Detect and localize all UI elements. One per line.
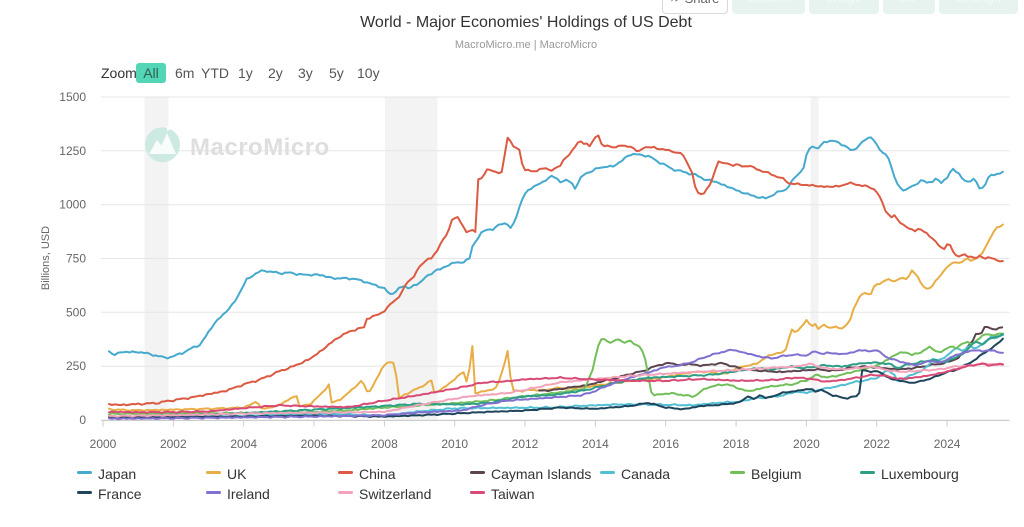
svg-text:1000: 1000 bbox=[59, 198, 86, 212]
svg-text:2006: 2006 bbox=[301, 437, 328, 451]
svg-text:2010: 2010 bbox=[441, 437, 468, 451]
svg-text:1250: 1250 bbox=[59, 144, 86, 158]
svg-text:2022: 2022 bbox=[863, 437, 890, 451]
svg-text:1500: 1500 bbox=[59, 90, 86, 104]
svg-text:750: 750 bbox=[66, 252, 86, 266]
svg-text:2012: 2012 bbox=[512, 437, 539, 451]
svg-text:2024: 2024 bbox=[934, 437, 961, 451]
svg-text:2004: 2004 bbox=[230, 437, 257, 451]
svg-text:2008: 2008 bbox=[371, 437, 398, 451]
svg-text:500: 500 bbox=[66, 305, 86, 319]
svg-text:0: 0 bbox=[79, 413, 86, 427]
svg-text:2016: 2016 bbox=[652, 437, 679, 451]
svg-text:2014: 2014 bbox=[582, 437, 609, 451]
svg-text:MacroMicro: MacroMicro bbox=[190, 134, 330, 161]
svg-text:2000: 2000 bbox=[90, 437, 117, 451]
svg-text:2020: 2020 bbox=[793, 437, 820, 451]
svg-text:2018: 2018 bbox=[723, 437, 750, 451]
svg-text:250: 250 bbox=[66, 359, 86, 373]
svg-text:2002: 2002 bbox=[160, 437, 187, 451]
